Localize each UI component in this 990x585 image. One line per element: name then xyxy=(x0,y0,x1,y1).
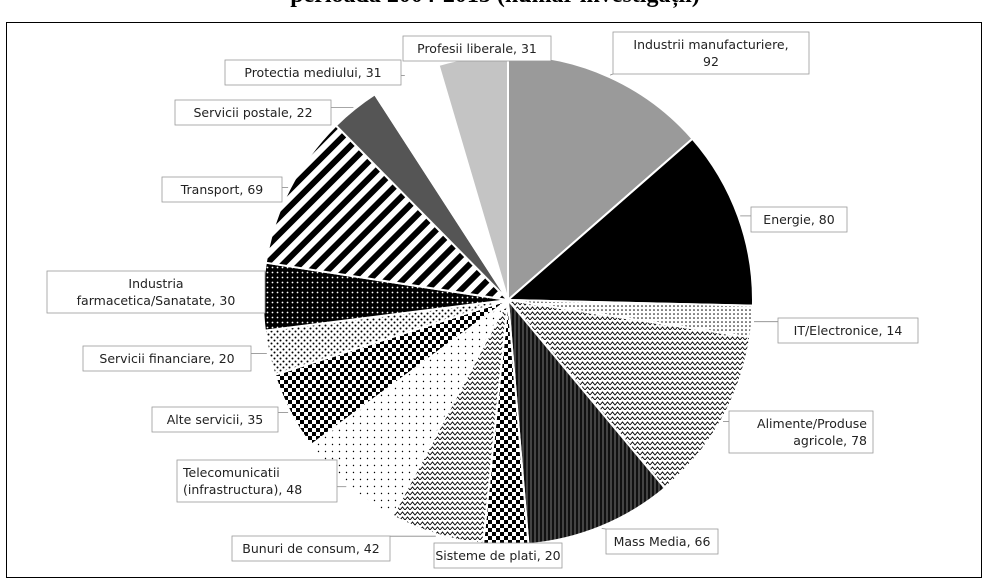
leader-line-1 xyxy=(609,73,614,76)
slice-label-3: IT/Electronice, 14 xyxy=(777,317,919,344)
slice-label-7: Bunuri de consum, 42 xyxy=(231,535,391,562)
svg-text:Sisteme de plati, 20: Sisteme de plati, 20 xyxy=(435,548,560,563)
slice-label-6: Sisteme de plati, 20 xyxy=(433,542,563,569)
slice-label-12: Transport, 69 xyxy=(161,176,283,203)
svg-text:Profesii liberale, 31: Profesii liberale, 31 xyxy=(417,41,537,56)
slice-label-5: Mass Media, 66 xyxy=(605,528,719,555)
svg-text:Transport, 69: Transport, 69 xyxy=(180,182,264,197)
slice-label-10: Servicii financiare, 20 xyxy=(82,345,252,372)
svg-text:IT/Electronice, 14: IT/Electronice, 14 xyxy=(794,323,903,338)
slice-label-8: Telecomunicatii (infrastructura), 48 xyxy=(176,459,338,503)
leader-line-5 xyxy=(601,528,607,530)
pie-slice-4 xyxy=(505,298,752,490)
svg-text:Telecomunicatii(infrastructura: Telecomunicatii (infrastructura), 48 xyxy=(182,465,302,497)
slice-label-9: Alte servicii, 35 xyxy=(151,406,279,433)
pie-slice-8 xyxy=(309,299,509,518)
svg-text:Industrii manufacturiere,92: Industrii manufacturiere, 92 xyxy=(633,37,788,69)
slice-label-15: Profesii liberale, 31 xyxy=(402,35,552,62)
svg-text:Servicii postale, 22: Servicii postale, 22 xyxy=(193,105,312,120)
svg-text:Servicii financiare, 20: Servicii financiare, 20 xyxy=(99,351,234,366)
chart-title: perioada 2004-2015 (număr investigații) xyxy=(0,0,990,9)
slice-label-4: Alimente/Produse agricole, 78 xyxy=(728,410,874,454)
svg-text:Bunuri de consum, 42: Bunuri de consum, 42 xyxy=(242,541,379,556)
slice-label-14: Protectia mediului, 31 xyxy=(224,59,402,86)
slice-label-1: Industrii manufacturiere, 92 xyxy=(612,31,810,75)
svg-text:Alte servicii, 35: Alte servicii, 35 xyxy=(167,412,263,427)
pie-slice-12 xyxy=(264,124,511,302)
slice-label-11: Industria farmacetica/Sanatate, 30 xyxy=(46,270,266,314)
svg-text:Energie, 80: Energie, 80 xyxy=(763,212,834,227)
slice-label-13: Servicii postale, 22 xyxy=(174,99,332,126)
svg-text:Mass Media, 66: Mass Media, 66 xyxy=(614,534,711,549)
pie-slice-2 xyxy=(505,137,754,307)
svg-text:Protectia mediului, 31: Protectia mediului, 31 xyxy=(244,65,381,80)
slice-label-2: Energie, 80 xyxy=(750,206,848,233)
